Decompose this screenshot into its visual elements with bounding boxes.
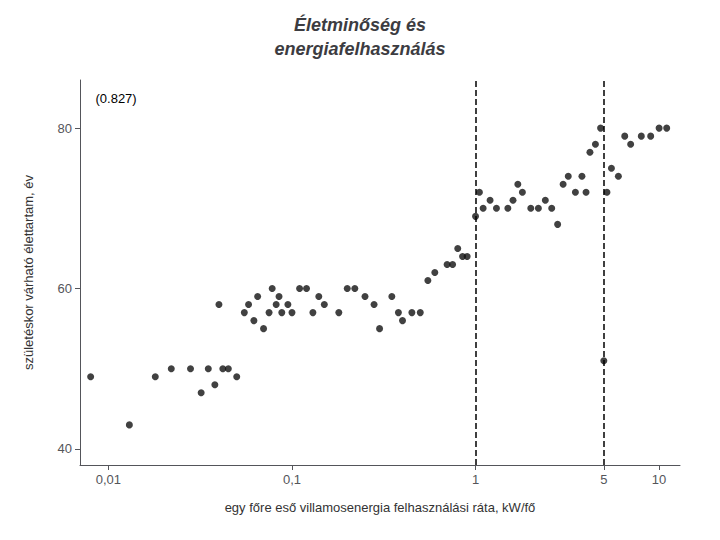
svg-text:egy főre eső villamosenergia f: egy főre eső villamosenergia felhasználá…	[225, 500, 536, 515]
svg-text:10: 10	[652, 472, 666, 487]
svg-text:születéskor várható élettartam: születéskor várható élettartam, év	[21, 174, 36, 370]
svg-text:60: 60	[58, 281, 72, 296]
svg-text:energiafelhasználás: energiafelhasználás	[274, 39, 445, 59]
svg-text:0,01: 0,01	[96, 472, 121, 487]
svg-text:40: 40	[58, 441, 72, 456]
svg-text:5: 5	[600, 472, 607, 487]
svg-text:80: 80	[58, 121, 72, 136]
svg-text:1: 1	[472, 472, 479, 487]
svg-text:0,1: 0,1	[283, 472, 301, 487]
svg-text:(0.827): (0.827)	[95, 91, 136, 106]
svg-text:Életminőség és: Életminőség és	[294, 14, 426, 35]
